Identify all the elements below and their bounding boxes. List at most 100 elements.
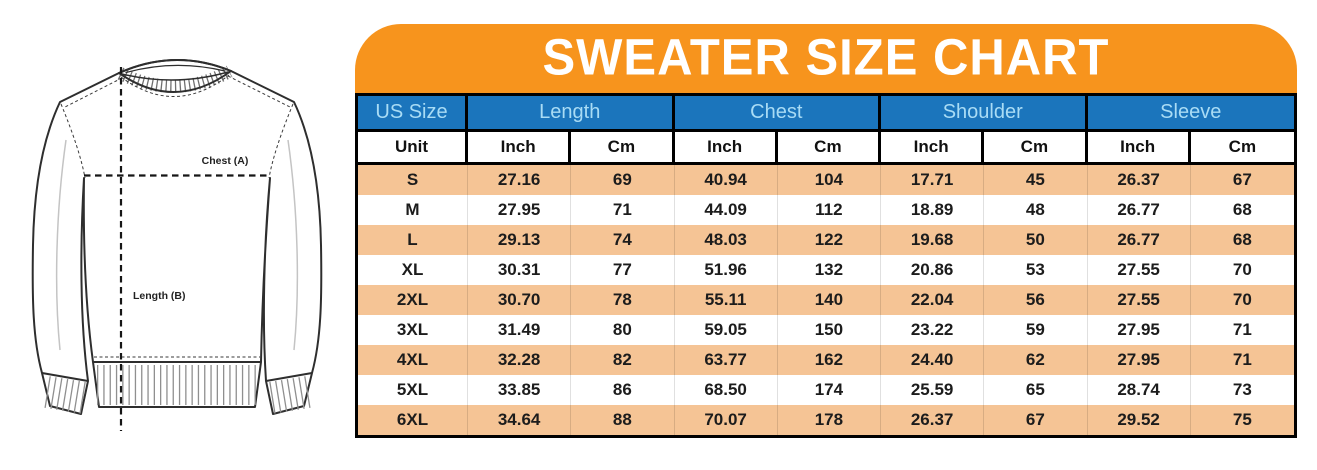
measurement-value: 62	[984, 345, 1088, 375]
measurement-value: 122	[777, 225, 881, 255]
measurement-value: 30.70	[468, 285, 572, 315]
measurement-value: 34.64	[468, 405, 572, 435]
measurement-value: 88	[571, 405, 675, 435]
measurement-value: 67	[1190, 165, 1294, 195]
measurement-value: 31.49	[468, 315, 572, 345]
measurement-value: 27.16	[468, 165, 572, 195]
chart-title: SWEATER SIZE CHART	[542, 29, 1110, 87]
measurement-value: 71	[1190, 345, 1294, 375]
unit-cell: Cm	[571, 132, 675, 162]
measurement-value: 71	[1190, 315, 1294, 345]
measurement-value: 50	[984, 225, 1088, 255]
measurement-value: 70	[1190, 255, 1294, 285]
unit-row: Unit Inch Cm Inch Cm Inch Cm Inch Cm	[355, 129, 1297, 165]
size-row-2XL: 2XL 30.70 78 55.11 140 22.04 56 27.55 70	[358, 285, 1294, 315]
size-label: 5XL	[358, 375, 468, 405]
size-label: L	[358, 225, 468, 255]
measurement-value: 22.04	[881, 285, 985, 315]
measurement-value: 27.55	[1087, 255, 1191, 285]
sweater-illustration: Chest (A) Length (B)	[31, 59, 323, 431]
measurement-value: 86	[571, 375, 675, 405]
header-length: Length	[468, 96, 675, 129]
hem-band	[93, 361, 261, 405]
size-row-3XL: 3XL 31.49 80 59.05 150 23.22 59 27.95 71	[358, 315, 1294, 345]
measurement-value: 178	[777, 405, 881, 435]
measurement-value: 59.05	[674, 315, 778, 345]
measurement-value: 55.11	[674, 285, 778, 315]
measurement-value: 40.94	[674, 165, 778, 195]
measurement-value: 27.95	[468, 195, 572, 225]
header-shoulder: Shoulder	[881, 96, 1088, 129]
unit-cell: Unit	[358, 132, 468, 162]
size-row-4XL: 4XL 32.28 82 63.77 162 24.40 62 27.95 71	[358, 345, 1294, 375]
sweater-panel: Chest (A) Length (B)	[0, 0, 355, 465]
measurement-value: 174	[777, 375, 881, 405]
measurement-value: 27.95	[1087, 345, 1191, 375]
measurement-value: 26.77	[1087, 225, 1191, 255]
measurement-value: 20.86	[881, 255, 985, 285]
title-banner: SWEATER SIZE CHART	[355, 24, 1297, 93]
measurement-value: 75	[1190, 405, 1294, 435]
measurement-value: 80	[571, 315, 675, 345]
measurement-value: 74	[571, 225, 675, 255]
measurement-value: 17.71	[881, 165, 985, 195]
measurement-value: 28.74	[1087, 375, 1191, 405]
measurement-value: 68	[1190, 225, 1294, 255]
measurement-value: 44.09	[674, 195, 778, 225]
measurement-value: 104	[777, 165, 881, 195]
unit-cell: Cm	[984, 132, 1088, 162]
size-chart-panel: SWEATER SIZE CHART US Size Length Chest …	[355, 24, 1297, 438]
measurement-value: 32.28	[468, 345, 572, 375]
measurement-value: 30.31	[468, 255, 572, 285]
size-table: US Size Length Chest Shoulder Sleeve Uni…	[355, 93, 1297, 438]
measurement-value: 112	[777, 195, 881, 225]
size-label: 2XL	[358, 285, 468, 315]
measurement-value: 26.37	[881, 405, 985, 435]
measurement-value: 71	[571, 195, 675, 225]
measurement-value: 45	[984, 165, 1088, 195]
measurement-value: 51.96	[674, 255, 778, 285]
unit-cell: Inch	[674, 132, 778, 162]
measurement-value: 162	[777, 345, 881, 375]
size-label: XL	[358, 255, 468, 285]
right-cuff-ribbing	[268, 376, 311, 414]
measurement-value: 82	[571, 345, 675, 375]
left-cuff-ribbing	[44, 376, 87, 414]
measurement-value: 65	[984, 375, 1088, 405]
size-row-XL: XL 30.31 77 51.96 132 20.86 53 27.55 70	[358, 255, 1294, 285]
measurement-value: 29.52	[1087, 405, 1191, 435]
size-label: S	[358, 165, 468, 195]
cuffs	[41, 372, 313, 414]
header-sleeve: Sleeve	[1087, 96, 1294, 129]
measurement-value: 70	[1190, 285, 1294, 315]
collar-ribbing	[117, 65, 233, 93]
length-label: Length (B)	[133, 290, 186, 302]
measurement-value: 68	[1190, 195, 1294, 225]
size-row-S: S 27.16 69 40.94 104 17.71 45 26.37 67	[358, 165, 1294, 195]
measurement-value: 78	[571, 285, 675, 315]
size-label: M	[358, 195, 468, 225]
header-chest: Chest	[674, 96, 881, 129]
size-label: 4XL	[358, 345, 468, 375]
size-row-5XL: 5XL 33.85 86 68.50 174 25.59 65 28.74 73	[358, 375, 1294, 405]
fold-lines	[55, 139, 299, 351]
measurement-value: 77	[571, 255, 675, 285]
measurement-value: 59	[984, 315, 1088, 345]
measurement-value: 73	[1190, 375, 1294, 405]
size-row-M: M 27.95 71 44.09 112 18.89 48 26.77 68	[358, 195, 1294, 225]
measurement-value: 29.13	[468, 225, 572, 255]
group-header-row: US Size Length Chest Shoulder Sleeve	[355, 93, 1297, 129]
size-label: 6XL	[358, 405, 468, 435]
measurement-value: 69	[571, 165, 675, 195]
measurement-value: 26.77	[1087, 195, 1191, 225]
size-label: 3XL	[358, 315, 468, 345]
unit-cell: Inch	[468, 132, 572, 162]
measurement-value: 56	[984, 285, 1088, 315]
measurement-value: 63.77	[674, 345, 778, 375]
unit-cell: Cm	[1190, 132, 1294, 162]
sweater-outline	[31, 59, 323, 415]
size-row-6XL: 6XL 34.64 88 70.07 178 26.37 67 29.52 75	[358, 405, 1294, 435]
measurement-value: 140	[777, 285, 881, 315]
measurement-value: 19.68	[881, 225, 985, 255]
